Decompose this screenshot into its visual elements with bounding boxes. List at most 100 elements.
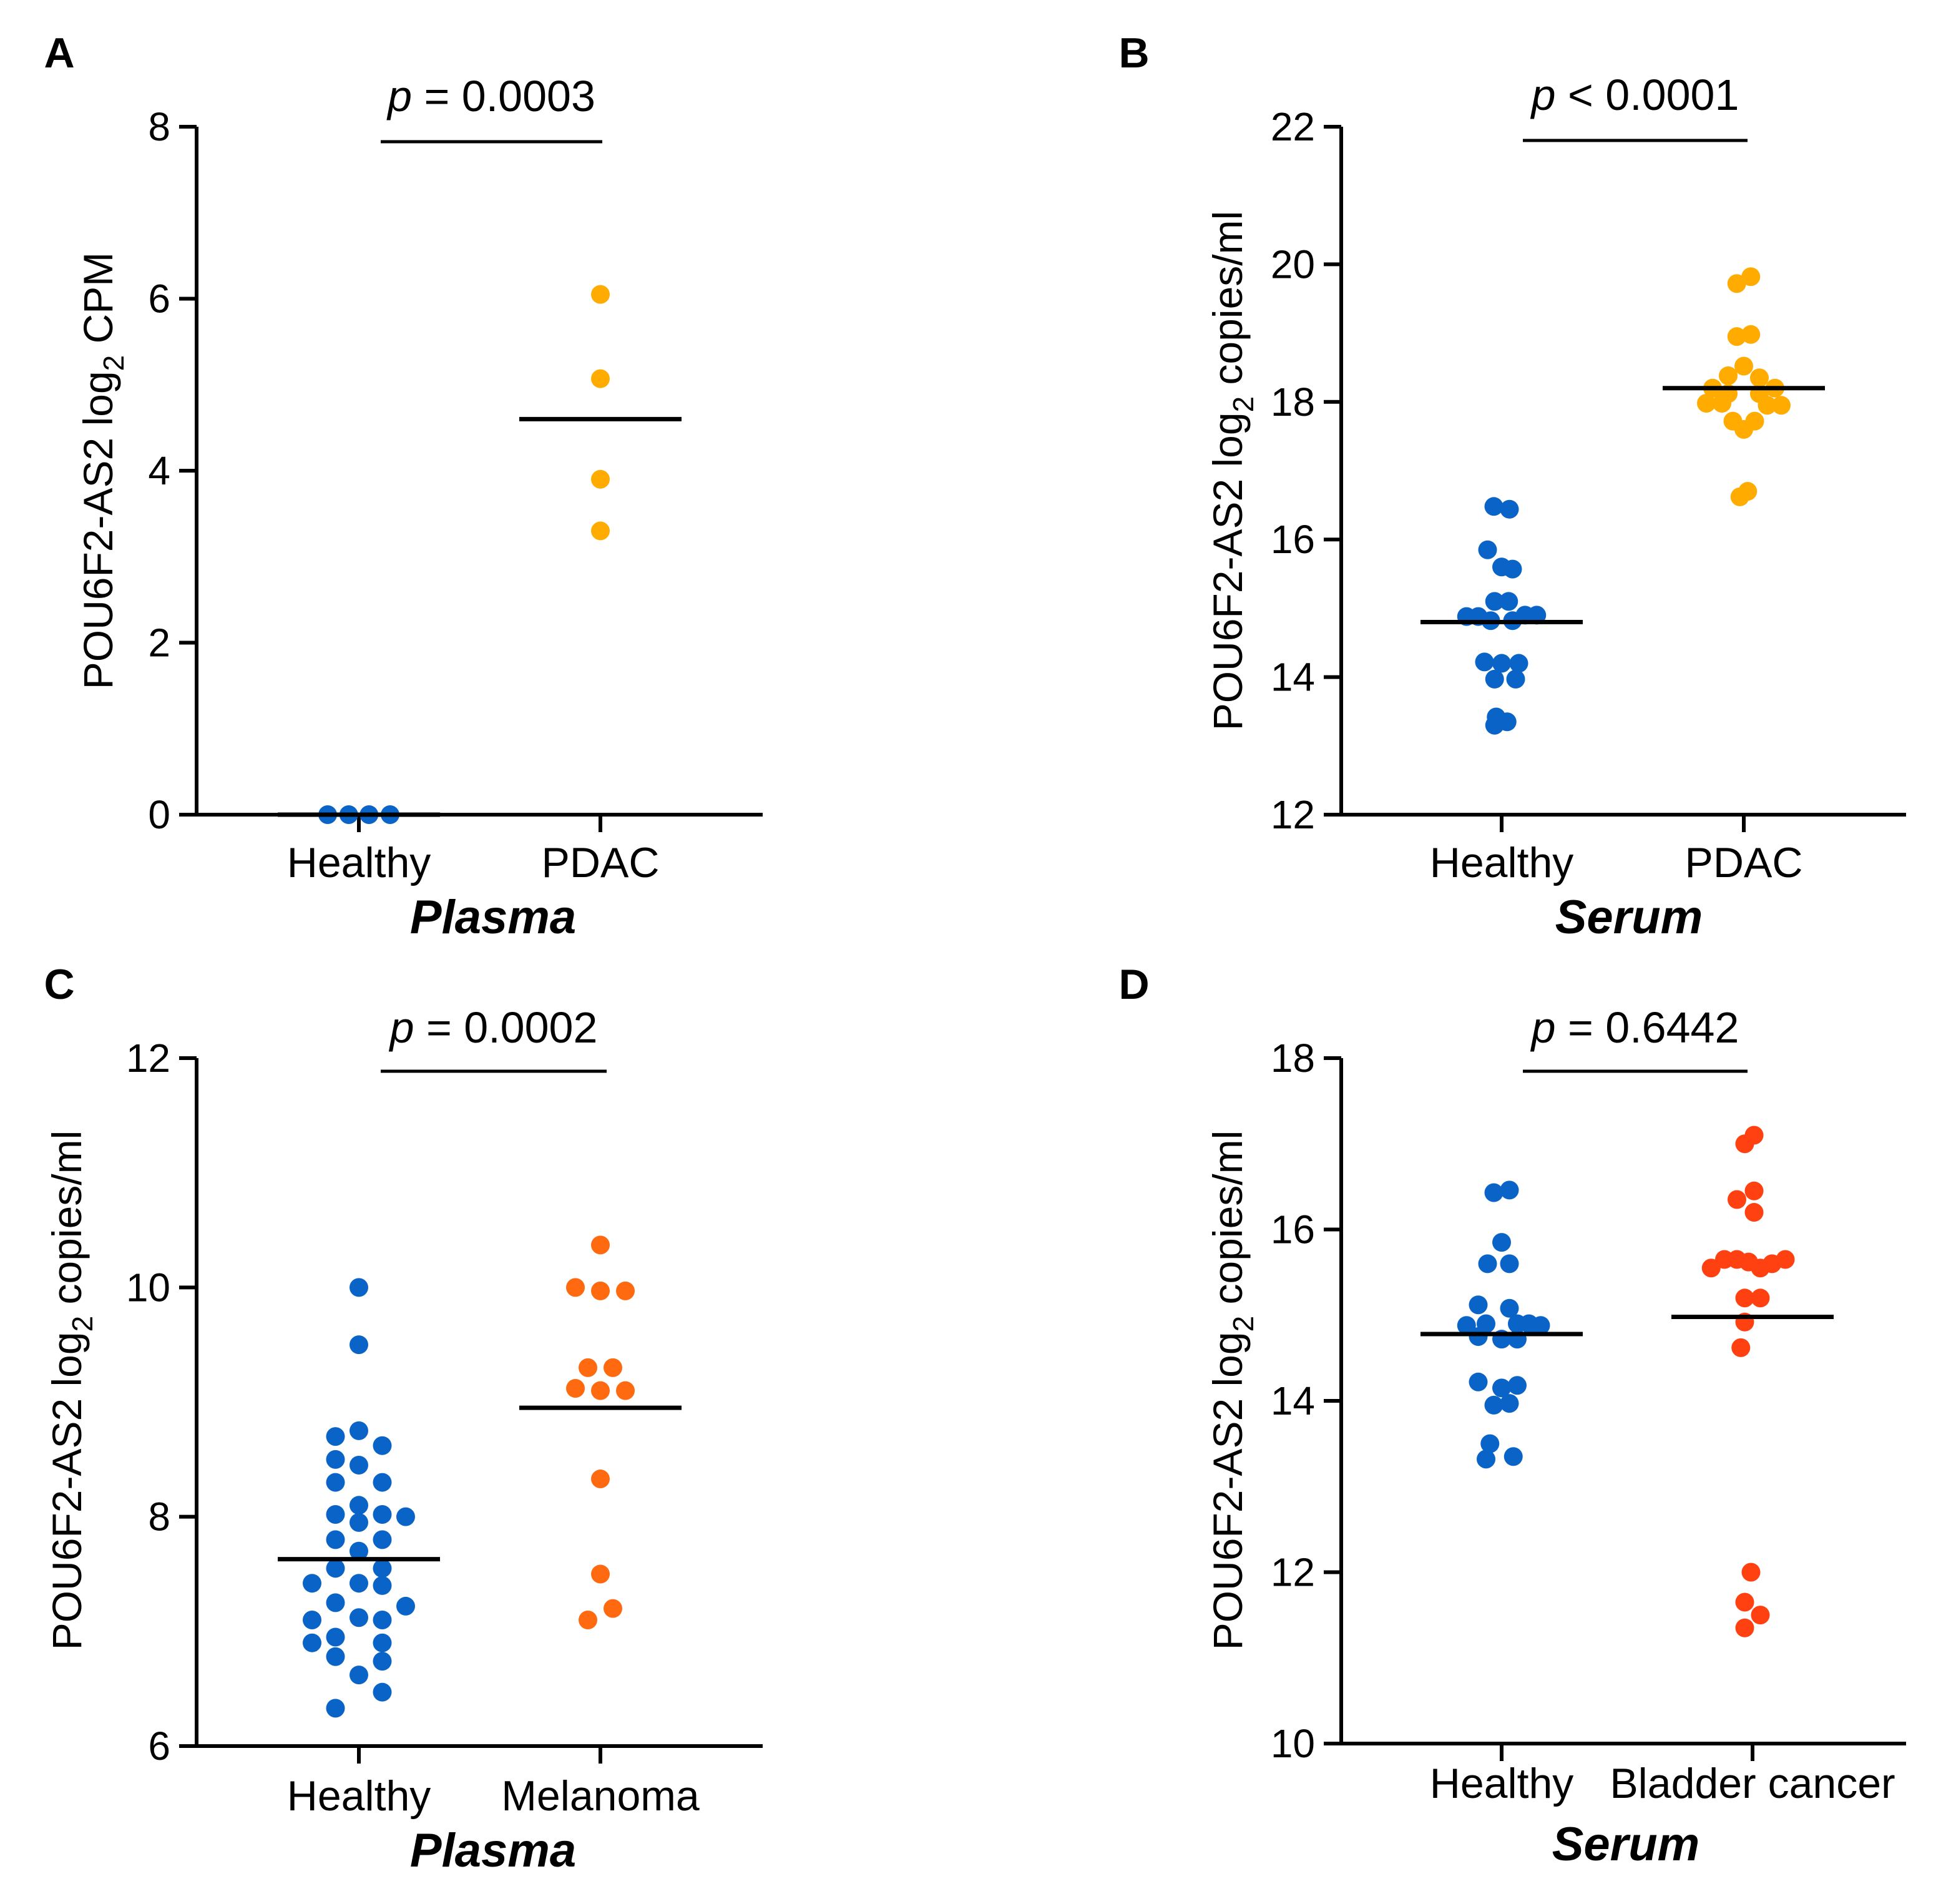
data-point — [1500, 1254, 1519, 1273]
y-tick-label: 6 — [148, 1724, 170, 1769]
y-tick-label: 12 — [126, 1036, 170, 1081]
data-point — [1485, 592, 1504, 611]
data-point — [1738, 482, 1758, 501]
x-category-label: PDAC — [542, 839, 660, 886]
data-point — [1735, 1618, 1754, 1637]
data-point — [373, 1530, 392, 1549]
data-point — [604, 1599, 622, 1618]
data-point — [373, 1473, 392, 1492]
y-axis-label: POU6F2-AS2 log2 copies/ml — [1205, 1131, 1259, 1651]
data-point — [396, 1507, 415, 1526]
data-point — [1485, 669, 1504, 689]
data-point — [1735, 1592, 1754, 1612]
data-point — [1484, 1183, 1504, 1202]
data-point — [1727, 327, 1746, 346]
p-value-label: p = 0.0003 — [386, 72, 595, 120]
data-point — [1744, 1203, 1764, 1222]
p-value-label: p = 0.6442 — [1530, 1003, 1739, 1052]
data-point — [326, 1647, 345, 1666]
data-point — [1741, 267, 1761, 287]
y-tick-label: 12 — [1271, 1550, 1315, 1595]
data-point — [350, 1335, 368, 1355]
data-point — [1504, 1447, 1523, 1466]
data-point — [1485, 715, 1504, 735]
data-point — [1751, 1606, 1770, 1625]
data-point — [1469, 1295, 1488, 1315]
data-point — [566, 1278, 585, 1297]
data-point — [350, 1574, 368, 1593]
data-point — [1719, 366, 1738, 385]
data-point — [591, 469, 610, 489]
data-point — [350, 1496, 368, 1515]
panel-letter: C — [44, 961, 74, 1008]
data-point — [1484, 497, 1504, 516]
data-point — [616, 1381, 635, 1400]
data-point — [326, 1593, 345, 1612]
x-category-label: Healthy — [1430, 1760, 1574, 1807]
data-point — [1477, 1450, 1495, 1469]
data-point — [396, 1596, 415, 1616]
y-tick-label: 14 — [1271, 1378, 1315, 1423]
y-tick-label: 16 — [1271, 517, 1315, 562]
data-point — [303, 1610, 321, 1629]
y-tick-label: 6 — [148, 277, 170, 321]
data-point — [1744, 1181, 1764, 1200]
data-point — [1469, 1372, 1488, 1391]
data-point — [1744, 1126, 1764, 1145]
data-point — [326, 1699, 345, 1718]
data-point — [1469, 1327, 1488, 1347]
data-point — [326, 1627, 345, 1647]
data-point — [591, 369, 610, 388]
data-point — [1492, 654, 1511, 673]
panel-letter: D — [1118, 961, 1149, 1008]
y-tick-label: 8 — [148, 104, 170, 149]
data-point — [591, 521, 610, 541]
y-tick-label: 18 — [1271, 1036, 1315, 1081]
y-tick-label: 0 — [148, 792, 170, 837]
panel-d: D 10 12 14 16 18 Healthy Bladder cancer Serum POU… — [1118, 961, 1906, 1871]
data-point — [604, 1358, 622, 1377]
x-category-label: Healthy — [1430, 839, 1574, 886]
data-point — [1751, 1288, 1770, 1308]
y-tick-label: 22 — [1271, 104, 1315, 149]
data-point — [1758, 396, 1777, 415]
data-point — [326, 1473, 345, 1492]
data-point — [1500, 1298, 1519, 1318]
data-point — [1503, 559, 1522, 579]
data-point — [350, 1608, 368, 1627]
x-category-label: Melanoma — [501, 1772, 700, 1820]
data-point — [373, 1610, 392, 1629]
data-point — [1701, 1259, 1721, 1278]
data-point — [1741, 325, 1761, 344]
data-point — [303, 1574, 321, 1593]
p-value-label: p < 0.0001 — [1530, 71, 1739, 119]
data-point — [350, 1513, 368, 1532]
y-tick-label: 16 — [1271, 1207, 1315, 1252]
data-point — [1527, 606, 1547, 625]
y-tick-label: 10 — [126, 1265, 170, 1310]
data-point — [591, 285, 610, 304]
data-point — [326, 1450, 345, 1469]
data-point — [591, 1470, 610, 1489]
data-point — [1697, 394, 1716, 413]
x-category-label: Bladder cancer — [1610, 1760, 1895, 1807]
y-tick-label: 20 — [1271, 242, 1315, 287]
data-point — [1713, 394, 1731, 413]
data-point — [1731, 1338, 1751, 1357]
data-point — [350, 1541, 368, 1561]
panel-letter: B — [1118, 29, 1149, 77]
data-point — [579, 1358, 597, 1377]
y-tick-label: 14 — [1271, 655, 1315, 700]
panel-b: B 12 14 16 18 20 22 Healthy PDAC Serum POU6F2-AS2 … — [1118, 29, 1906, 944]
data-point — [373, 1504, 392, 1524]
data-point — [1531, 1316, 1550, 1335]
data-point — [303, 1633, 321, 1652]
sample-type-label: Serum — [1552, 1818, 1700, 1871]
data-point — [579, 1610, 597, 1629]
data-point — [616, 1281, 635, 1300]
y-axis-label: POU6F2-AS2 log2 copies/ml — [1205, 211, 1259, 731]
data-point — [1728, 1190, 1746, 1209]
data-point — [1735, 1288, 1754, 1308]
x-category-label: Healthy — [287, 839, 431, 886]
